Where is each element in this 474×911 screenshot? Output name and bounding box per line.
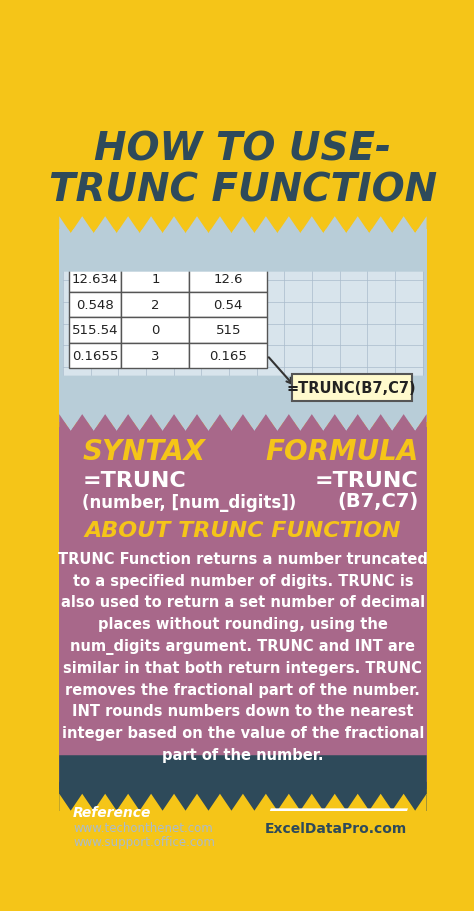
Bar: [69, 343, 121, 369]
Text: TRUNC FUNCTION: TRUNC FUNCTION: [49, 171, 437, 209]
Bar: [190, 267, 267, 292]
Bar: [190, 241, 267, 267]
Polygon shape: [59, 415, 427, 470]
Bar: [69, 318, 121, 343]
Bar: [292, 374, 412, 402]
Bar: [121, 292, 190, 318]
Polygon shape: [59, 217, 427, 272]
Text: HOW TO USE-: HOW TO USE-: [94, 130, 392, 169]
Text: 3: 3: [151, 349, 160, 363]
Text: Reference: Reference: [73, 804, 152, 819]
Text: 1: 1: [151, 273, 160, 286]
Text: ExcelDataPro.com: ExcelDataPro.com: [265, 821, 408, 834]
Text: SYNTAX: SYNTAX: [82, 438, 206, 466]
Text: TRUNC Function returns a number truncated
to a specified number of digits. TRUNC: TRUNC Function returns a number truncate…: [58, 551, 428, 762]
Polygon shape: [59, 755, 427, 811]
Polygon shape: [59, 793, 427, 849]
Bar: [69, 292, 121, 318]
Text: 0.1655: 0.1655: [72, 349, 118, 363]
Bar: [121, 318, 190, 343]
Bar: [69, 267, 121, 292]
Polygon shape: [59, 376, 427, 432]
Bar: [190, 343, 267, 369]
Text: =TRUNC(B7,C7): =TRUNC(B7,C7): [287, 381, 417, 395]
Text: 515: 515: [216, 324, 241, 337]
Bar: [190, 318, 267, 343]
Text: 2: 2: [151, 299, 160, 312]
Bar: [121, 241, 190, 267]
Bar: [121, 343, 190, 369]
Text: =TRUNC: =TRUNC: [315, 470, 419, 490]
Bar: [121, 267, 190, 292]
Text: =TRUNC: =TRUNC: [82, 470, 186, 490]
Bar: [59, 230, 427, 423]
Text: Trunc formula: Trunc formula: [192, 248, 284, 261]
Text: www.support.office.com: www.support.office.com: [73, 834, 215, 847]
Bar: [59, 428, 427, 789]
Text: (number, [num_digits]): (number, [num_digits]): [82, 493, 297, 511]
Bar: [59, 109, 427, 217]
Text: 12.634: 12.634: [72, 273, 118, 286]
Bar: [63, 238, 423, 411]
Text: Number: Number: [72, 248, 124, 261]
Text: ABOUT TRUNC FUNCTION: ABOUT TRUNC FUNCTION: [85, 521, 401, 541]
Text: 515.54: 515.54: [72, 324, 118, 337]
Text: 0.165: 0.165: [209, 349, 247, 363]
Polygon shape: [59, 743, 427, 798]
Text: www.techonthenet.com: www.techonthenet.com: [73, 822, 213, 834]
Text: (B7,C7): (B7,C7): [337, 492, 419, 510]
Text: 0.548: 0.548: [76, 299, 114, 312]
Text: 0: 0: [151, 324, 160, 337]
Bar: [69, 241, 121, 267]
Polygon shape: [257, 808, 408, 845]
Polygon shape: [59, 782, 427, 837]
Bar: [190, 292, 267, 318]
Bar: [59, 794, 427, 814]
Text: 0.54: 0.54: [213, 299, 243, 312]
Text: FORMULA: FORMULA: [265, 438, 419, 466]
Text: 12.6: 12.6: [213, 273, 243, 286]
Polygon shape: [59, 179, 427, 234]
Text: Number digit: Number digit: [124, 248, 211, 261]
